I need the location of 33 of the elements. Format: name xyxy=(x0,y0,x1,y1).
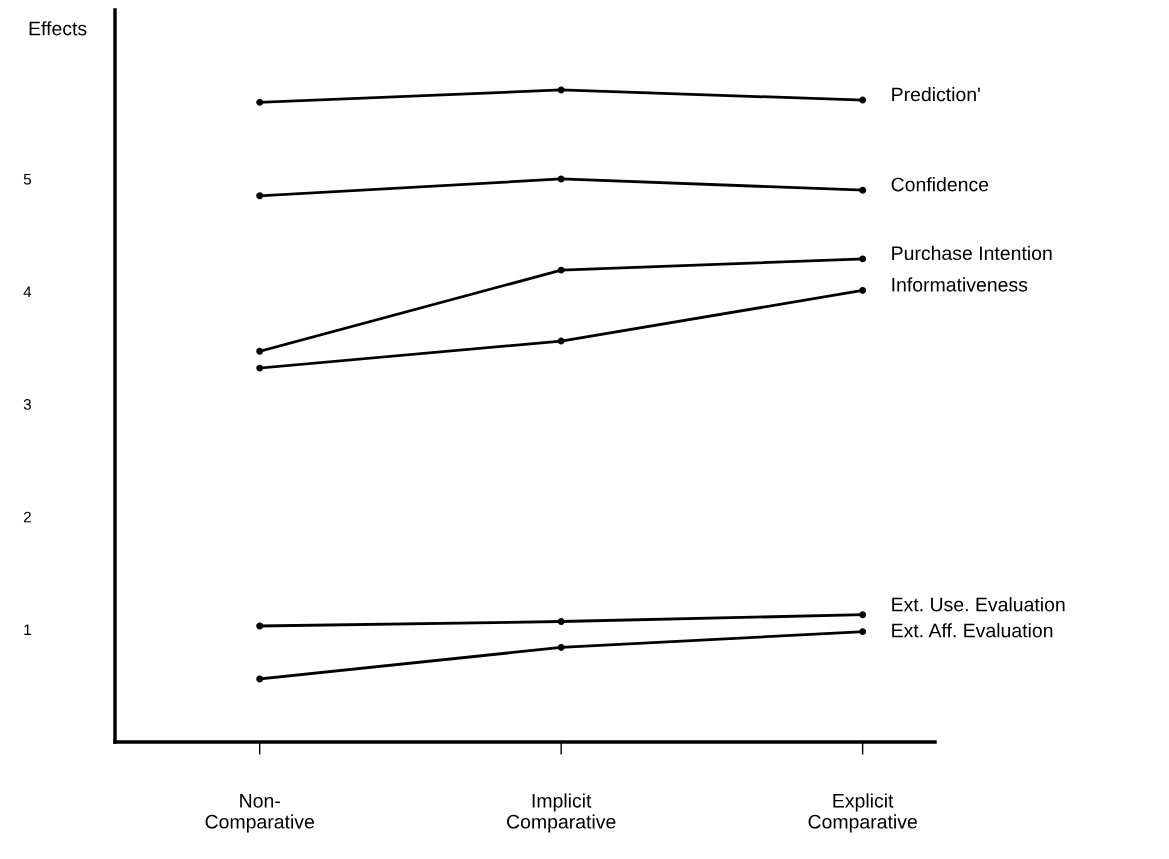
series-label: Prediction' xyxy=(892,87,980,102)
point xyxy=(859,611,867,619)
series-label: Confidence xyxy=(891,177,989,192)
y-tick-label: 1 xyxy=(24,624,31,635)
y-tick-label: 5 xyxy=(23,173,32,185)
series-label: Informativeness xyxy=(892,277,1028,292)
x-tick-label: Explicit Comparative xyxy=(808,793,917,833)
series-label: Purchase Intention xyxy=(892,245,1052,261)
point xyxy=(256,364,264,372)
series-label: Ext. Aff. Evaluation xyxy=(892,623,1053,638)
point xyxy=(859,186,867,194)
point xyxy=(859,286,867,294)
x-tick-label: Non- Comparative xyxy=(205,794,314,833)
y-axis-title: Effects xyxy=(29,21,87,36)
point xyxy=(859,255,867,263)
y-tick-label: 2 xyxy=(23,511,31,523)
point xyxy=(256,192,264,200)
point xyxy=(256,347,264,355)
point xyxy=(557,618,565,625)
y-tick-label: 4 xyxy=(23,286,32,298)
point xyxy=(859,96,867,104)
point xyxy=(256,98,264,106)
series-label: Ext. Use. Evaluation xyxy=(892,597,1065,612)
x-tick-label: Implicit Comparative xyxy=(507,793,616,833)
point xyxy=(557,175,565,183)
point xyxy=(557,643,565,651)
point xyxy=(256,622,264,630)
point xyxy=(256,675,264,683)
y-tick-label: 3 xyxy=(23,399,31,410)
point xyxy=(557,337,565,345)
point xyxy=(557,266,565,274)
point xyxy=(557,86,565,94)
point xyxy=(859,628,867,636)
